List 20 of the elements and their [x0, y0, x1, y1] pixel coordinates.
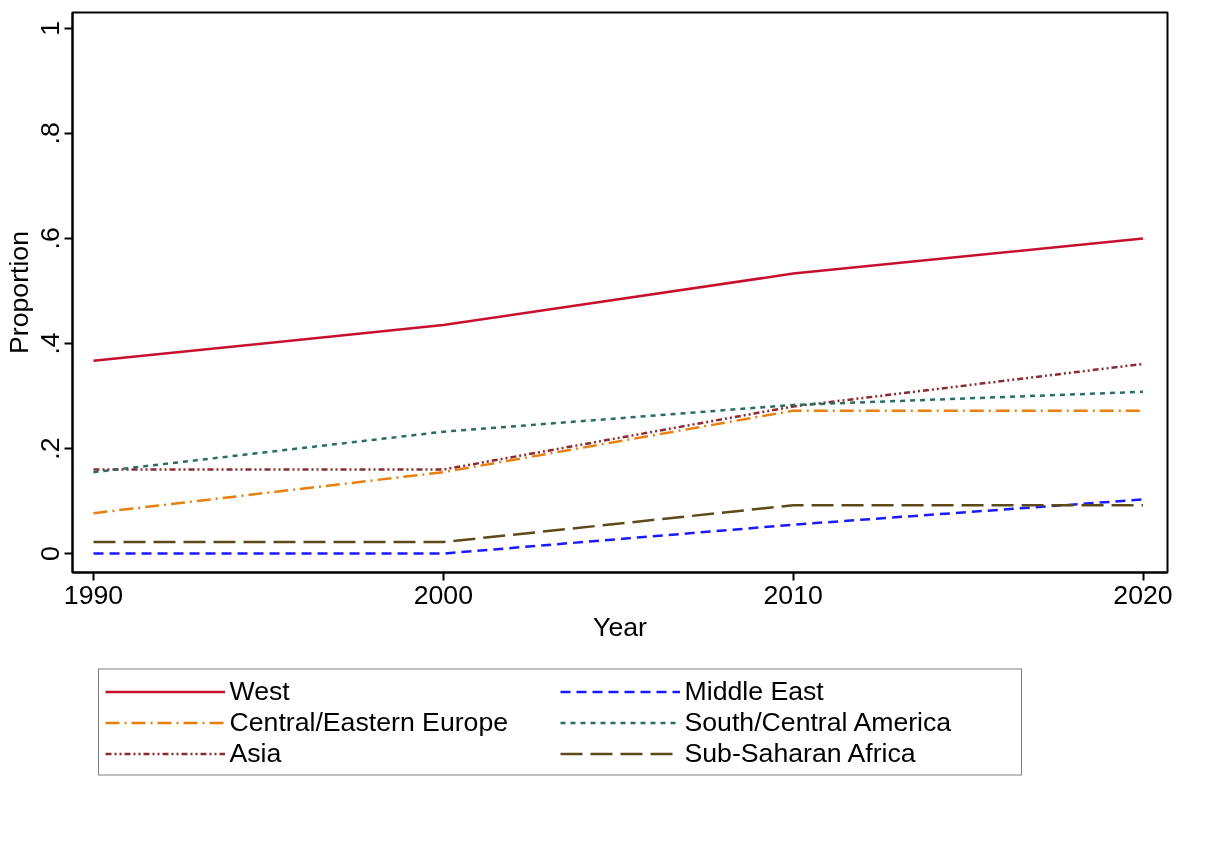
line-series: [92, 390, 1145, 474]
x-tick-label: 1990: [63, 579, 124, 610]
legend-label: West: [229, 675, 291, 707]
y-axis-title: Proportion: [3, 230, 34, 354]
x-tick-label: 2000: [413, 579, 473, 610]
y-tick-label: 1: [35, 20, 66, 36]
x-axis-title: Year: [593, 611, 648, 642]
x-tick-label: 2010: [763, 579, 823, 610]
x-tick-label: 2020: [1113, 579, 1173, 610]
y-tick-label: .4: [35, 332, 66, 355]
y-tick-label: .6: [35, 227, 66, 250]
y-tick-label: .8: [35, 122, 66, 145]
legend-label: South/Central America: [684, 706, 953, 738]
y-tick-label: 0: [35, 546, 66, 561]
line-series: [92, 237, 1145, 363]
legend-label: Central/Eastern Europe: [229, 706, 510, 738]
y-tick-label: .2: [35, 437, 66, 460]
legend-label: Sub-Saharan Africa: [684, 737, 917, 769]
legend-label: Middle East: [684, 675, 825, 707]
legend-label: Asia: [229, 737, 283, 769]
